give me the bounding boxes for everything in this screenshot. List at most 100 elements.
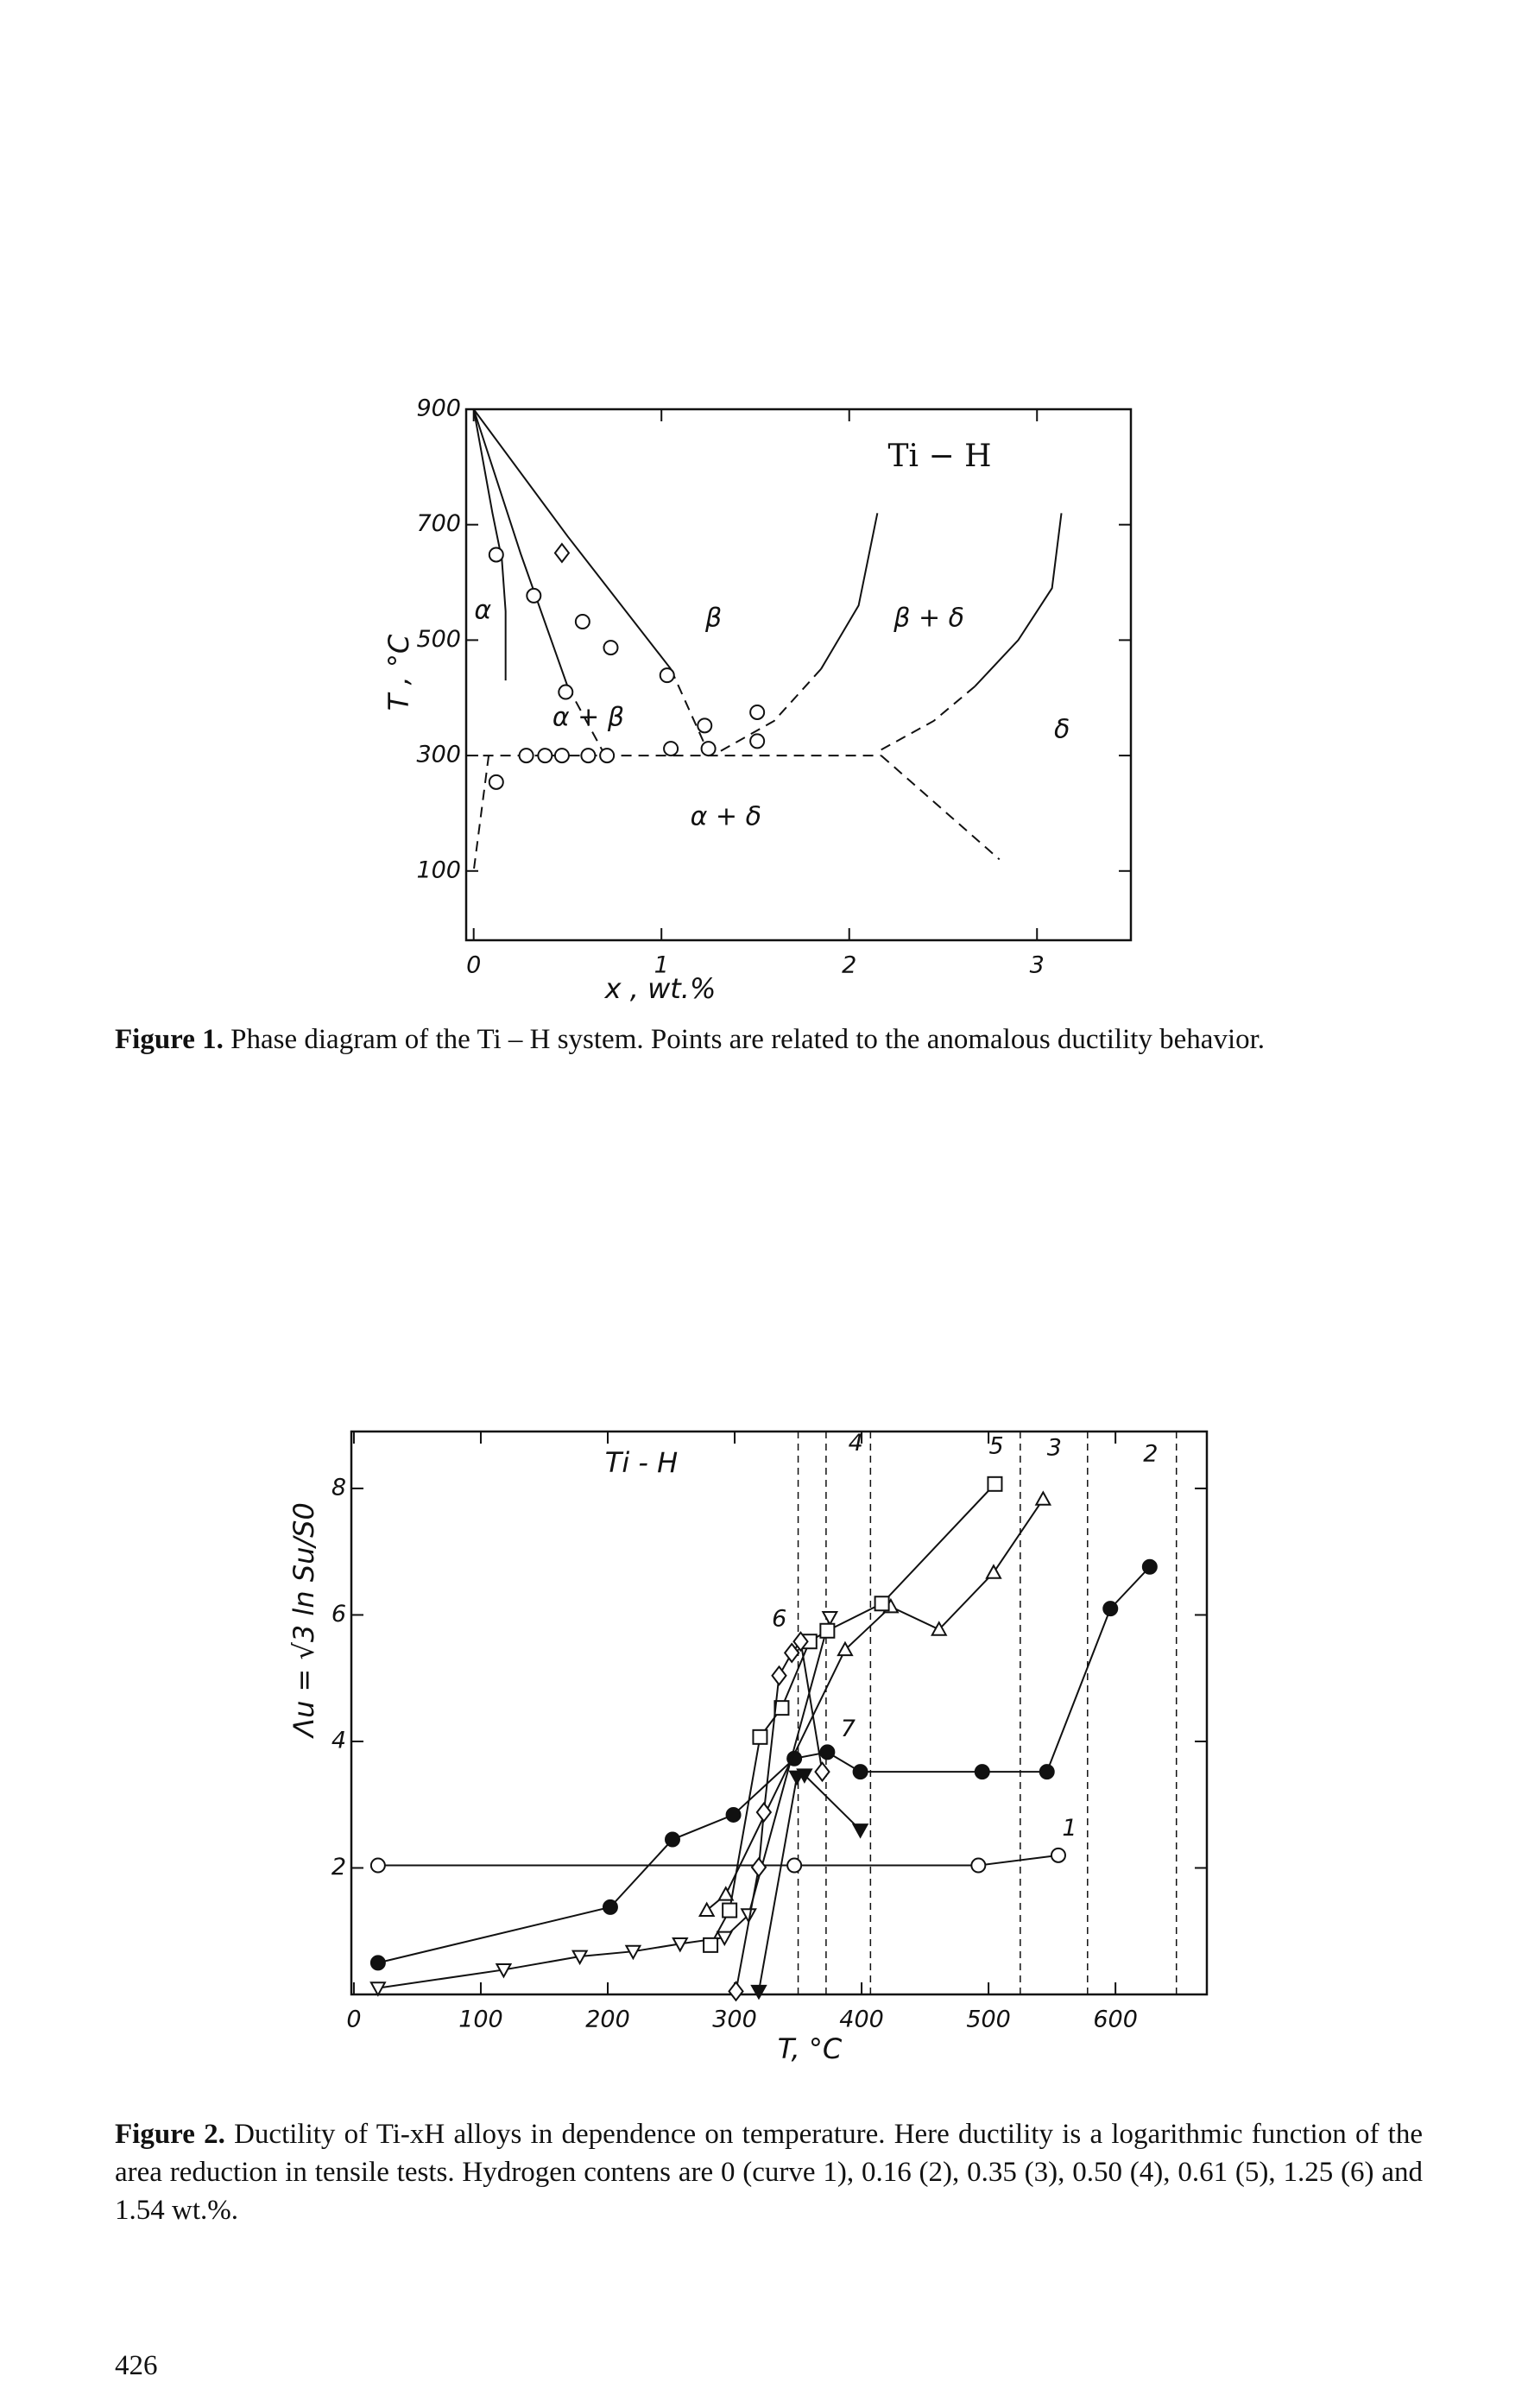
marker <box>740 1908 757 1924</box>
y-tick-label: 8 <box>331 1474 346 1501</box>
x-tick-label: 600 <box>1093 2007 1138 2033</box>
y-tick-label: 2 <box>331 1854 346 1880</box>
caption: Figure 2. Ductility of Ti-xH alloys in d… <box>115 2115 1423 2229</box>
curve <box>820 513 879 670</box>
marker <box>821 1610 839 1627</box>
region-label: β + δ <box>893 603 964 633</box>
marker <box>796 1768 813 1784</box>
marker <box>819 1622 836 1639</box>
region-label: α + β <box>552 702 624 732</box>
curve <box>670 668 710 754</box>
y-tick-label: 700 <box>416 510 461 537</box>
x-tick-label: 0 <box>466 952 481 979</box>
caption-label: Figure 1. <box>115 1024 224 1055</box>
curve <box>881 686 976 751</box>
curve-label: 4 <box>849 1430 863 1457</box>
marker <box>814 1761 830 1783</box>
marker <box>488 547 504 563</box>
region-label: δ <box>1054 715 1070 745</box>
marker <box>755 1801 773 1823</box>
y-tick-label: 4 <box>331 1727 346 1754</box>
x-axis-label: T, °C <box>778 2032 843 2065</box>
marker <box>672 1937 689 1953</box>
marker <box>1034 1490 1052 1506</box>
marker <box>783 1642 800 1664</box>
marker <box>574 614 590 629</box>
curve <box>706 1498 1045 1912</box>
marker <box>987 1476 1003 1492</box>
curve-label: 3 <box>1047 1434 1062 1461</box>
curve <box>735 1639 824 1992</box>
page-number: 426 <box>115 2350 158 2381</box>
marker <box>599 748 616 764</box>
plot-frame <box>350 1430 1209 1996</box>
y-tick-label: 300 <box>416 742 461 768</box>
region-label: β <box>704 603 722 633</box>
marker <box>553 542 571 564</box>
curve-label: 5 <box>988 1433 1003 1460</box>
region-label: Ti − H <box>888 439 992 474</box>
marker <box>851 1823 869 1839</box>
marker <box>553 748 570 764</box>
marker <box>663 741 679 757</box>
marker <box>1141 1558 1158 1575</box>
x-axis-label: x , wt.% <box>604 972 717 1005</box>
curve <box>377 1854 1059 1867</box>
marker <box>1050 1847 1066 1863</box>
marker <box>698 1901 716 1917</box>
marker <box>970 1857 987 1874</box>
marker <box>558 684 574 700</box>
curve <box>472 408 569 687</box>
marker <box>786 1857 803 1874</box>
x-tick-label: 500 <box>966 2007 1011 2033</box>
y-tick-label: 900 <box>416 395 461 422</box>
marker <box>985 1564 1002 1579</box>
curve <box>377 1617 831 1989</box>
curve <box>472 755 490 871</box>
y-tick-label: 100 <box>416 856 461 883</box>
marker <box>602 1899 618 1915</box>
marker <box>703 1937 719 1953</box>
marker <box>369 1857 386 1874</box>
marker <box>369 1955 386 1971</box>
curve <box>974 513 1063 687</box>
x-tick-label: 1 <box>654 952 669 979</box>
marker <box>518 748 534 764</box>
region-label: α <box>474 596 491 626</box>
curve <box>472 408 507 681</box>
curve <box>757 1773 862 1992</box>
curve <box>710 1483 996 1946</box>
marker <box>722 1902 738 1918</box>
marker <box>792 1631 809 1653</box>
marker <box>700 741 717 757</box>
marker <box>1039 1764 1055 1780</box>
marker <box>624 1944 642 1961</box>
x-tick-label: 2 <box>842 952 856 979</box>
curve-label: 1 <box>1062 1815 1077 1842</box>
y-axis-label: T , °C <box>382 634 415 711</box>
x-tick-label: 0 <box>346 2007 361 2033</box>
marker <box>725 1806 742 1823</box>
region-label: α + δ <box>691 801 761 831</box>
x-tick-label: 300 <box>712 2007 757 2033</box>
marker <box>750 1856 767 1878</box>
marker <box>749 733 766 749</box>
caption-text: Ductility of Ti-xH alloys in dependence … <box>115 2119 1423 2226</box>
marker <box>874 1596 890 1612</box>
marker <box>526 587 542 604</box>
marker <box>750 1984 767 2000</box>
chart-title: Ti - H <box>605 1446 678 1479</box>
marker <box>664 1831 680 1848</box>
x-tick-label: 3 <box>1030 952 1045 979</box>
marker <box>749 704 766 720</box>
marker <box>837 1640 854 1657</box>
y-tick-label: 6 <box>331 1601 346 1627</box>
curve <box>566 686 606 756</box>
marker <box>728 1981 744 2002</box>
marker <box>771 1665 787 1686</box>
marker <box>580 748 597 764</box>
marker <box>369 1981 387 1997</box>
x-tick-label: 100 <box>458 2007 503 2033</box>
curve-label: 6 <box>772 1606 786 1633</box>
